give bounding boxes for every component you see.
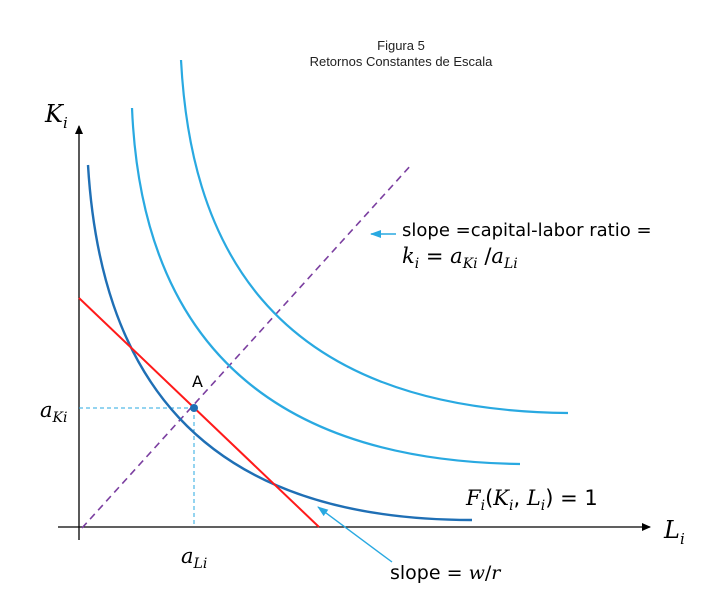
x-axis-label: Li	[664, 516, 685, 548]
figure-title-line1: Figura 5	[377, 38, 425, 53]
y-axis-label: Ki	[45, 100, 68, 132]
isocost-line	[78, 297, 320, 528]
point-a-label: A	[192, 372, 203, 391]
x-tick-ali: aLi	[181, 544, 208, 573]
isoquant-unit	[86, 164, 473, 522]
point-a-marker	[190, 404, 198, 412]
isoquant-label: Fi(Ki, Li) = 1	[466, 486, 598, 515]
figure-title-line2: Retornos Constantes de Escala	[309, 54, 493, 69]
isoquant-middle	[130, 107, 521, 466]
ray-annotation-line1: slope =capital-labor ratio =	[402, 220, 652, 241]
y-tick-aki: aKi	[40, 398, 68, 427]
isoquant-outer	[179, 59, 569, 415]
capital-labor-ray	[81, 163, 413, 529]
ray-annotation-line2: ki = aKi /aLi	[402, 244, 518, 273]
slope-annotation-arrow	[317, 506, 393, 563]
isocost-slope-label: slope = w/r	[390, 562, 501, 584]
